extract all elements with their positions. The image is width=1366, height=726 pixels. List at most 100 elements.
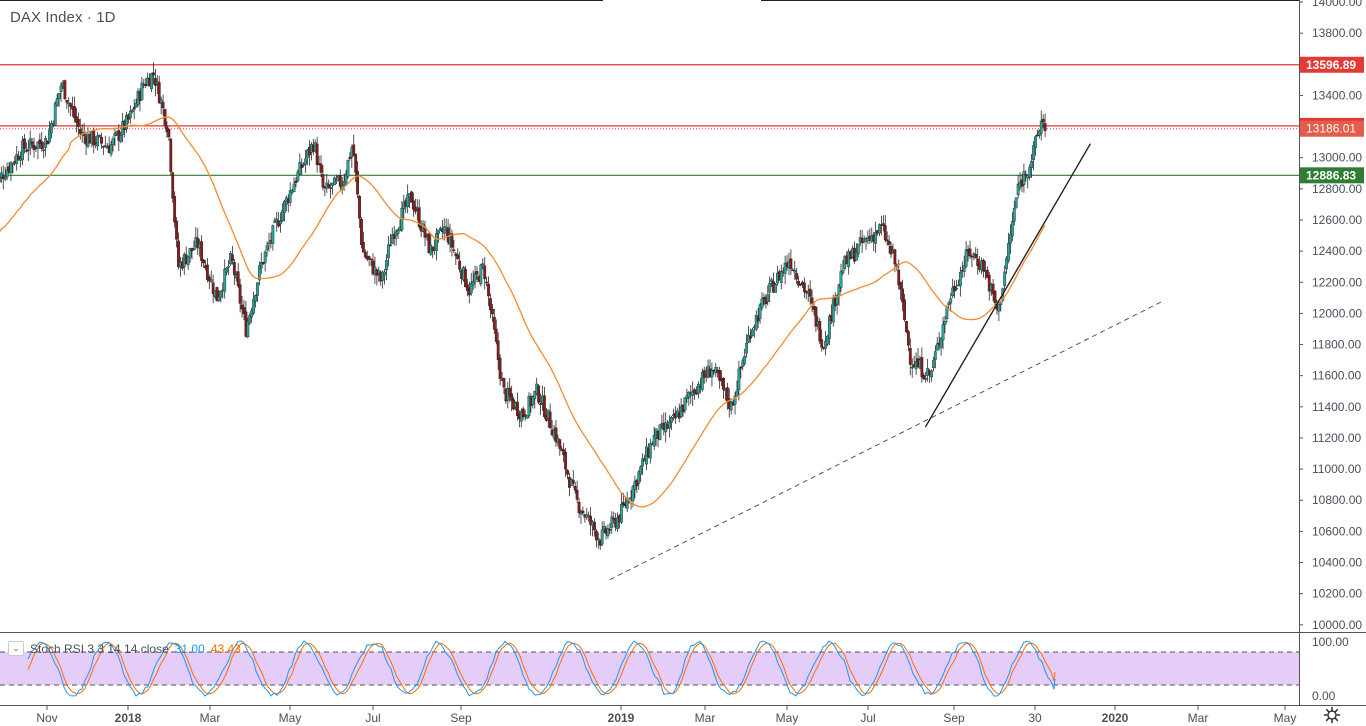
candle-body: [976, 258, 980, 266]
candle-body: [437, 229, 440, 234]
candle-body: [173, 196, 177, 223]
resistance-label: 13596.89: [1306, 58, 1356, 72]
candle-body: [360, 219, 363, 245]
candle-body: [760, 298, 764, 308]
candle-body: [573, 486, 577, 491]
candle-body: [261, 262, 265, 264]
candle-body: [542, 395, 546, 417]
candle-body: [700, 372, 704, 390]
x-tick-label: May: [279, 711, 302, 725]
candle-body: [304, 158, 307, 165]
candle-body: [42, 149, 46, 152]
candle-body: [111, 138, 115, 145]
candle-body: [469, 283, 473, 294]
candle-body: [346, 159, 350, 177]
candle-body: [997, 304, 1001, 312]
candle-body: [958, 271, 962, 286]
candle-body: [354, 153, 358, 173]
candle-body: [970, 255, 974, 258]
candle-body: [352, 144, 356, 156]
candle-body: [442, 226, 446, 234]
x-tick-label: Sep: [943, 711, 965, 725]
candle-body: [939, 337, 943, 348]
candle-body: [1030, 160, 1034, 168]
candle-body: [596, 538, 600, 541]
candle-body: [59, 85, 63, 92]
y-tick-label: 11400.00: [1312, 400, 1361, 414]
moving-average-line: [0, 116, 1046, 508]
candle-body: [906, 331, 910, 346]
candle-body: [750, 329, 754, 336]
candle-body: [257, 265, 261, 281]
candle-body: [475, 271, 479, 275]
candle-body: [211, 282, 215, 294]
candle-body: [616, 517, 619, 529]
y-tick-label: 10400.00: [1312, 556, 1362, 570]
x-tick-label: Mar: [695, 711, 716, 725]
x-tick-label: 2018: [115, 711, 142, 725]
candle-body: [48, 129, 51, 143]
candle-body: [161, 101, 165, 109]
candle-body: [951, 287, 955, 297]
candle-body: [941, 324, 945, 341]
candle-body: [188, 248, 192, 258]
candle-body: [40, 141, 44, 149]
candle-body: [658, 424, 662, 440]
y-tick-label: 12800.00: [1312, 182, 1362, 196]
candle-body: [232, 262, 236, 276]
candle-body: [577, 501, 581, 513]
candle-body: [417, 207, 421, 227]
x-tick-label: Mar: [200, 711, 221, 725]
candle-body: [17, 155, 21, 161]
candle-body: [516, 401, 519, 417]
y-tick-label: 14000.00: [1312, 0, 1362, 9]
candle-body: [548, 411, 552, 429]
candle-body: [621, 502, 625, 505]
candle-body: [390, 234, 394, 244]
candle-body: [24, 150, 28, 152]
candle-body: [824, 340, 827, 349]
candle-body: [57, 92, 61, 99]
candle-body: [394, 231, 398, 237]
candle-body: [231, 254, 234, 261]
candle-body: [887, 240, 891, 245]
candle-body: [620, 503, 623, 523]
candle-body: [157, 82, 161, 104]
candle-body: [76, 119, 80, 127]
candle-body: [743, 356, 747, 364]
candle-body: [388, 244, 392, 247]
candle-body: [955, 287, 958, 290]
x-tick-label: 2020: [1102, 711, 1129, 725]
candle-body: [78, 129, 82, 134]
candle-body: [30, 141, 34, 145]
candle-body: [292, 183, 296, 192]
candle-body: [695, 392, 698, 395]
candle-body: [571, 480, 575, 484]
candle-body: [741, 360, 745, 367]
candle-body: [296, 171, 300, 181]
candle-body: [125, 115, 128, 130]
dashed-trendline: [609, 300, 1164, 581]
candle-body: [932, 360, 935, 368]
candle-body: [691, 391, 695, 396]
candle-body: [223, 268, 227, 292]
candle-body: [897, 269, 901, 286]
candle-body: [802, 282, 806, 292]
candle-body: [209, 279, 213, 282]
x-tick-label: 2019: [608, 711, 635, 725]
candle-body: [770, 279, 774, 283]
candle-body: [439, 227, 442, 230]
settings-gear-icon[interactable]: [1323, 706, 1341, 724]
x-tick-label: Sep: [450, 711, 472, 725]
candle-body: [471, 280, 475, 286]
collapse-chevron-icon[interactable]: ⌄: [8, 641, 24, 656]
candle-body: [171, 172, 175, 199]
candle-body: [46, 140, 49, 145]
candle-body: [0, 172, 3, 178]
candle-body: [924, 378, 928, 380]
x-tick-label: May: [776, 711, 799, 725]
candle-body: [739, 366, 743, 369]
stoch-axis-top: 100.00: [1312, 635, 1349, 649]
candle-body: [783, 262, 787, 274]
